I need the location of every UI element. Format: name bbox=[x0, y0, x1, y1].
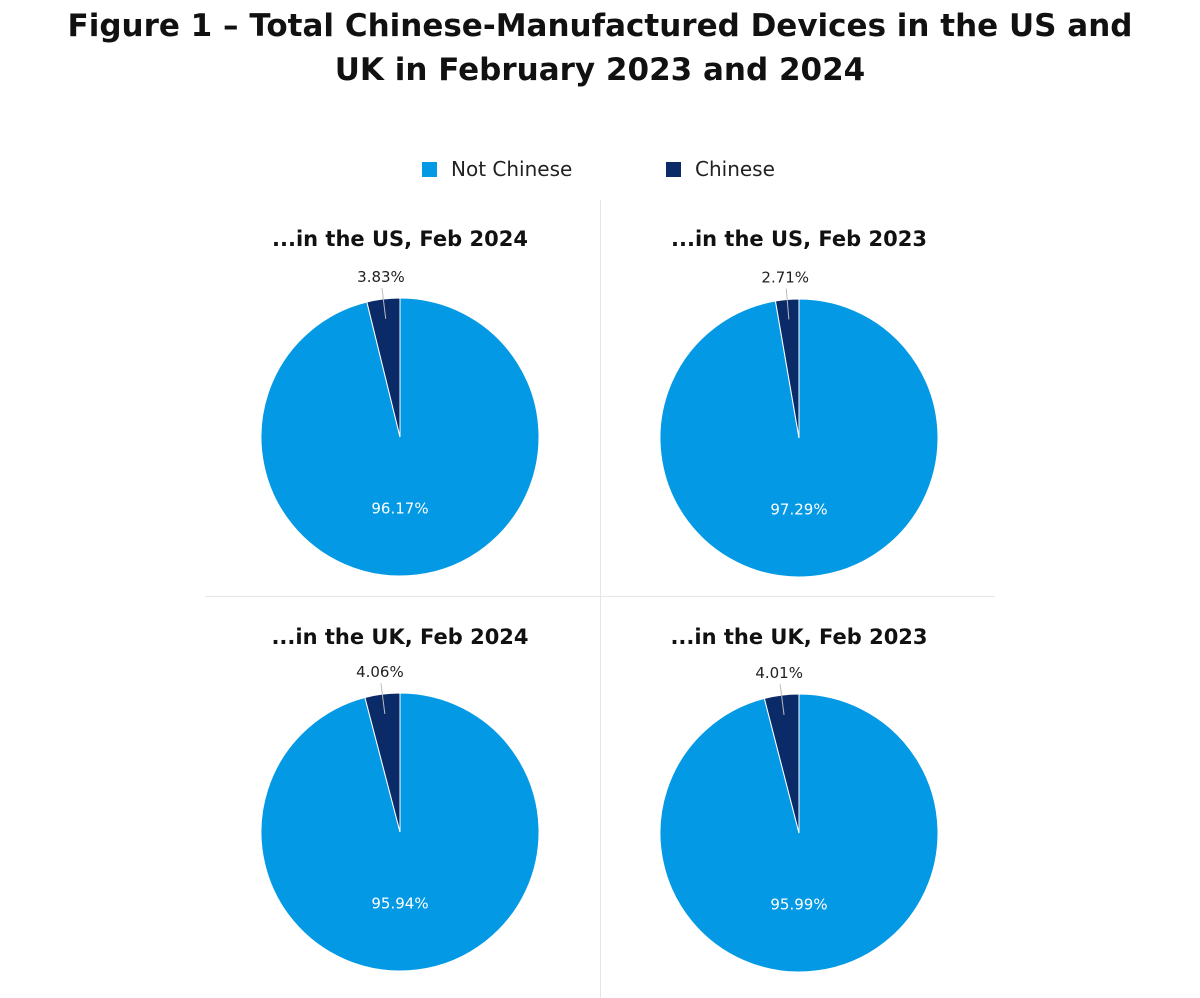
figure-title: Figure 1 – Total Chinese-Manufactured De… bbox=[0, 4, 1200, 92]
slice-label-chinese-us-2024: 3.83% bbox=[357, 268, 405, 286]
legend: Not Chinese Chinese bbox=[0, 152, 1200, 186]
leader-line-us-2023 bbox=[785, 288, 790, 320]
legend-item-not-chinese: Not Chinese bbox=[422, 152, 572, 186]
leader-line-uk-2024 bbox=[380, 683, 386, 715]
slice-label-chinese-uk-2024: 4.06% bbox=[356, 663, 404, 681]
panel-title-us-2024: ...in the US, Feb 2024 bbox=[272, 227, 528, 251]
figure-title-line-2: UK in February 2023 and 2024 bbox=[334, 52, 866, 88]
leader-line-us-2024 bbox=[381, 288, 387, 319]
legend-label-not-chinese: Not Chinese bbox=[451, 157, 573, 181]
panel-title-uk-2024: ...in the UK, Feb 2024 bbox=[271, 625, 529, 649]
panel-title-us-2023: ...in the US, Feb 2023 bbox=[671, 227, 927, 251]
slice-label-not-chinese-uk-2024: 95.94% bbox=[371, 894, 428, 912]
panel-divider-vertical bbox=[600, 200, 601, 998]
legend-item-chinese: Chinese bbox=[666, 152, 775, 186]
slice-label-not-chinese-us-2024: 96.17% bbox=[371, 499, 428, 517]
legend-label-chinese: Chinese bbox=[695, 157, 775, 181]
slice-label-not-chinese-us-2023: 97.29% bbox=[770, 500, 827, 518]
figure-title-line-1: Figure 1 – Total Chinese-Manufactured De… bbox=[67, 8, 1133, 44]
legend-swatch-chinese bbox=[666, 161, 681, 177]
leader-line-uk-2023 bbox=[779, 684, 785, 716]
slice-label-chinese-us-2023: 2.71% bbox=[761, 269, 809, 287]
slice-label-chinese-uk-2023: 4.01% bbox=[755, 664, 803, 682]
panel-divider-horizontal bbox=[205, 596, 995, 597]
panel-title-uk-2023: ...in the UK, Feb 2023 bbox=[670, 625, 928, 649]
slice-label-not-chinese-uk-2023: 95.99% bbox=[770, 895, 827, 913]
legend-swatch-not-chinese bbox=[422, 161, 437, 177]
